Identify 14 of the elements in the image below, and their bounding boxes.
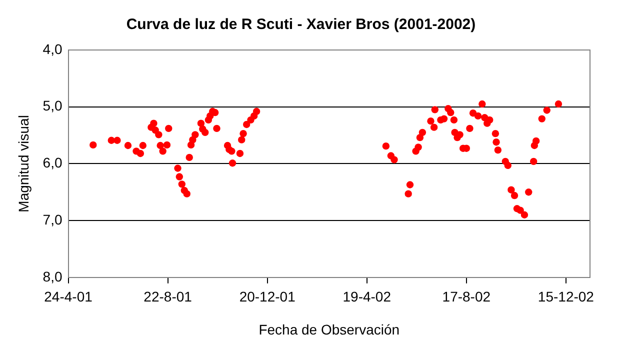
y-tick-label: 8,0 — [42, 268, 62, 284]
x-tick-label: 24-4-01 — [44, 288, 93, 305]
x-tick-label: 15-12-02 — [538, 288, 594, 305]
x-tick-label: 20-12-01 — [239, 288, 296, 305]
chart-title: Curva de luz de R Scuti - Xavier Bros (2001-2002) — [126, 16, 476, 34]
y-tick-label: 6,0 — [42, 154, 62, 171]
x-tick-label: 22-8-01 — [144, 288, 192, 305]
y-tick-label: 7,0 — [42, 211, 62, 228]
y-tick-label: 4,0 — [42, 40, 62, 57]
y-axis-title: Magnitud visual — [15, 115, 32, 212]
x-tick-label: 17-8-02 — [442, 288, 491, 305]
x-tick-label: 19-4-02 — [342, 288, 392, 305]
y-tick-label: 5,0 — [42, 98, 62, 114]
x-axis-title: Fecha de Observación — [258, 321, 400, 338]
